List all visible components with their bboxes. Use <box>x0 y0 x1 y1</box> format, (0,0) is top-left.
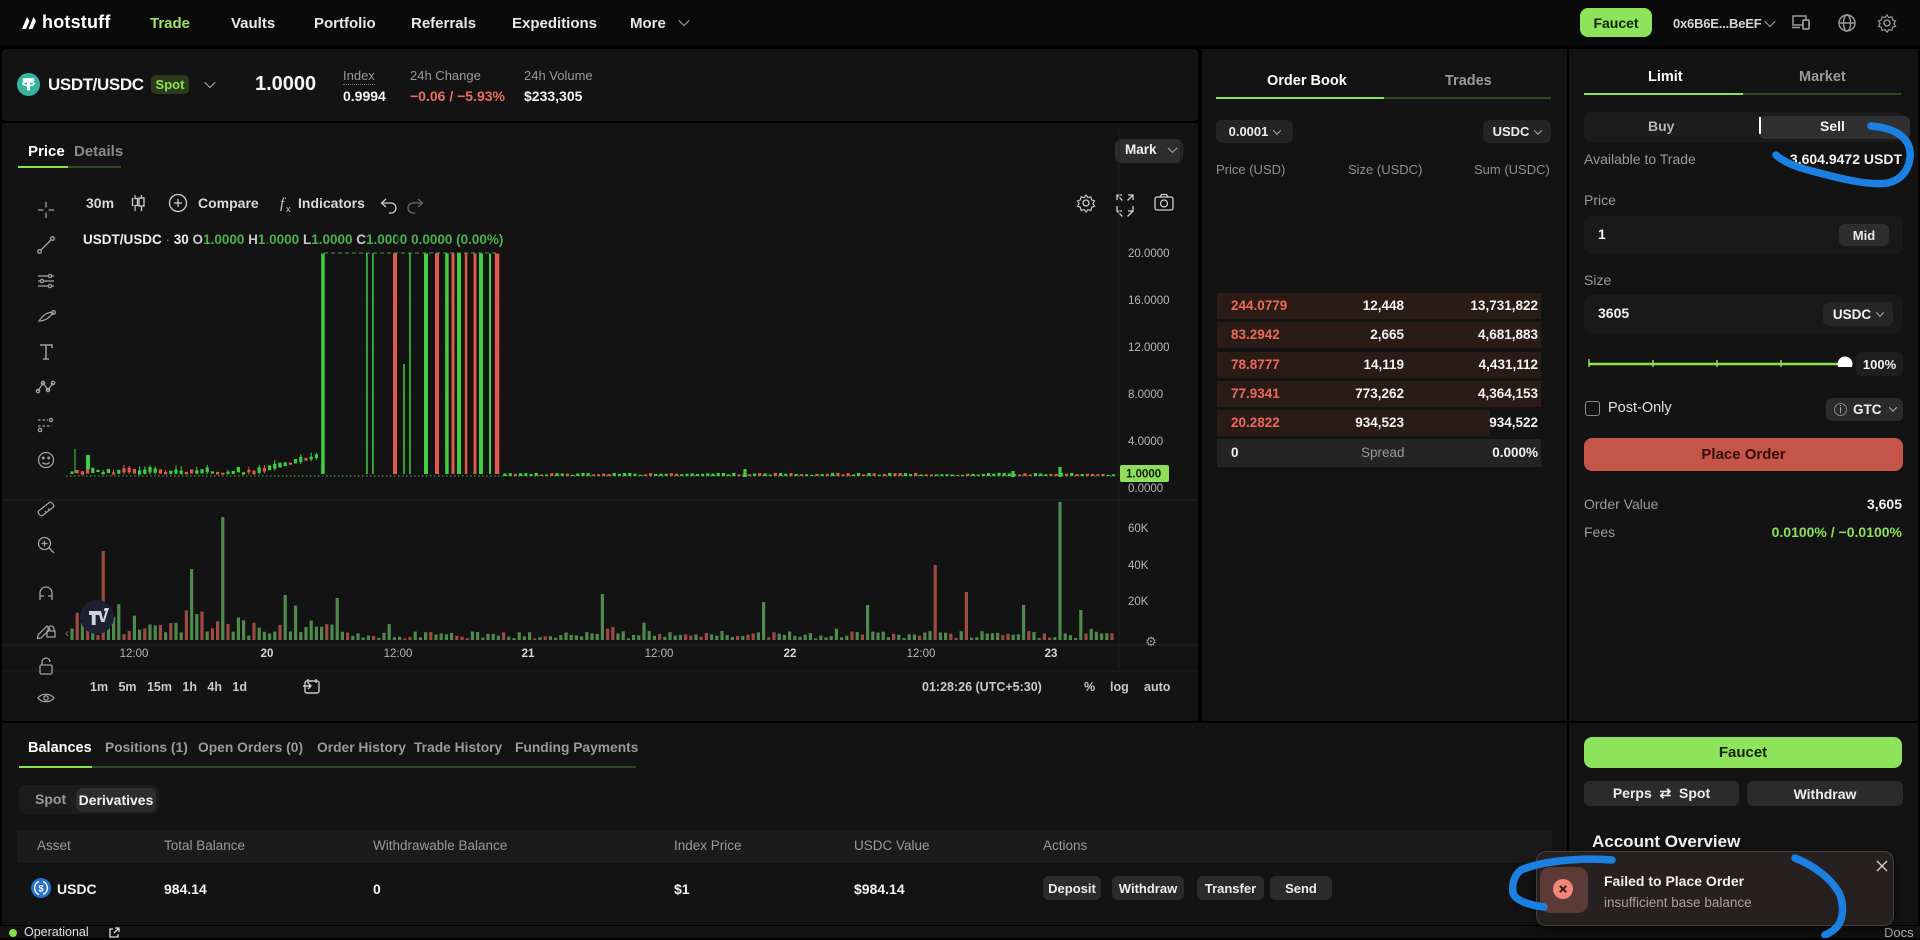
svg-text:12:00: 12:00 <box>384 648 413 660</box>
svg-text:1.0000: 1.0000 <box>1126 469 1161 481</box>
svg-text:$: $ <box>38 884 44 895</box>
svg-text:⚙: ⚙ <box>1145 634 1157 649</box>
svg-text:f: f <box>280 196 286 212</box>
svg-text:20.0000: 20.0000 <box>1128 248 1170 260</box>
svg-text:16.0000: 16.0000 <box>1128 295 1170 307</box>
svg-text:23: 23 <box>1045 648 1058 660</box>
svg-text:22: 22 <box>784 648 797 660</box>
svg-text:x: x <box>286 204 291 214</box>
svg-text:12:00: 12:00 <box>907 648 936 660</box>
svg-text:4.0000: 4.0000 <box>1128 436 1163 448</box>
svg-text:20: 20 <box>261 648 274 660</box>
svg-text:40K: 40K <box>1128 560 1149 572</box>
svg-text:21: 21 <box>522 648 535 660</box>
svg-text:20K: 20K <box>1128 596 1149 608</box>
svg-text:60K: 60K <box>1128 523 1149 535</box>
svg-text:12:00: 12:00 <box>645 648 674 660</box>
svg-text:12:00: 12:00 <box>120 648 149 660</box>
svg-text:12.0000: 12.0000 <box>1128 342 1170 354</box>
svg-text:‹: ‹ <box>65 626 69 640</box>
svg-text:0.0000: 0.0000 <box>1128 483 1163 495</box>
svg-text:8.0000: 8.0000 <box>1128 389 1163 401</box>
